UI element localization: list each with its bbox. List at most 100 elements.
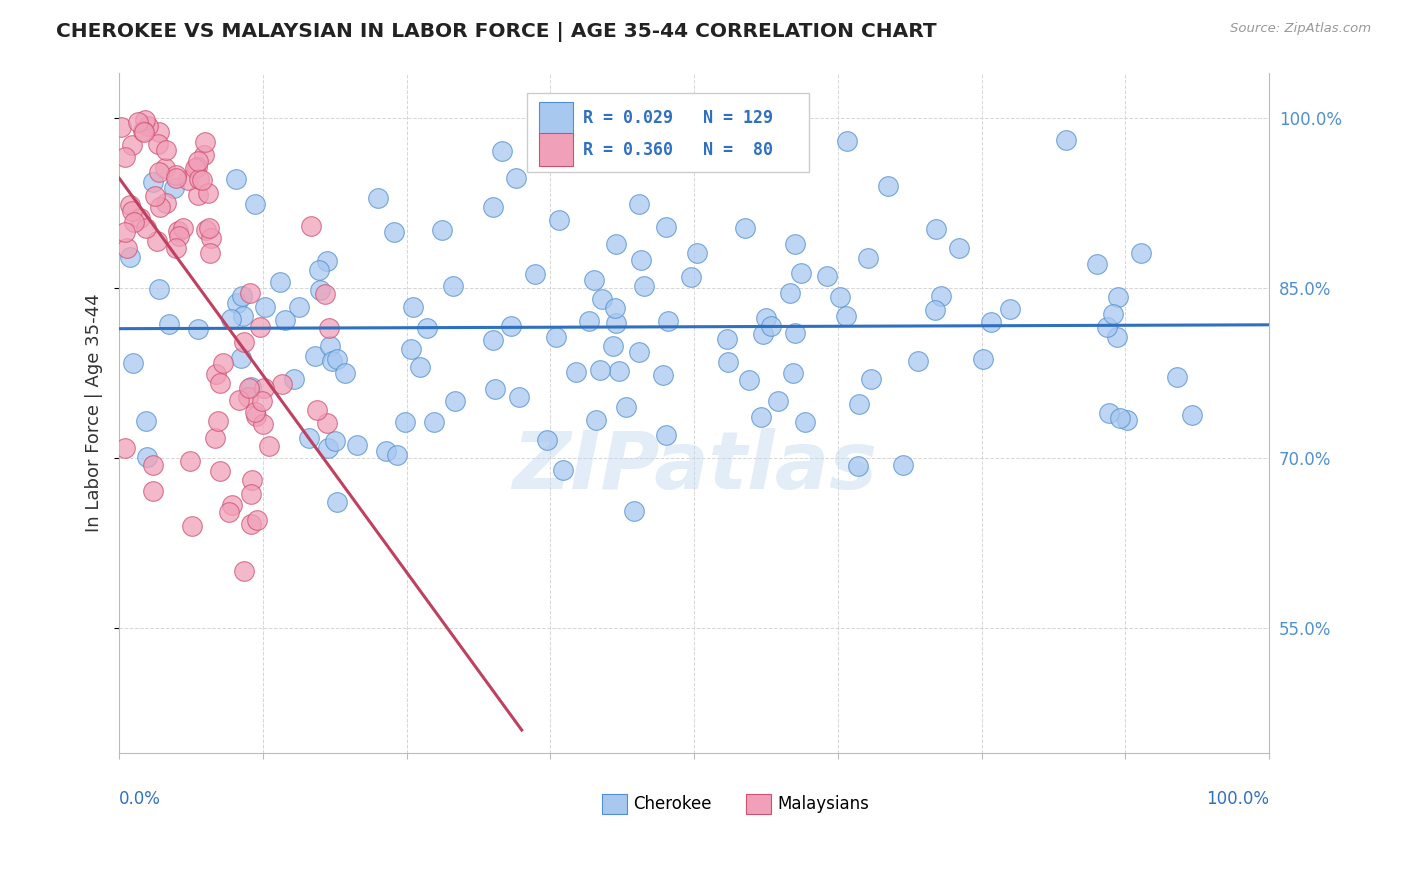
Point [155, 143, 177, 157]
Point [225, 172, 247, 186]
Point [628, 197, 651, 211]
Point [155, 161, 177, 176]
Point [114, 441, 136, 455]
Point [187, 154, 209, 169]
Point [686, 246, 709, 260]
Point [755, 311, 778, 326]
Point [605, 237, 627, 252]
Point [254, 301, 277, 315]
Point [484, 382, 506, 396]
Point [387, 448, 409, 462]
Point [555, 150, 578, 164]
Point [583, 273, 606, 287]
Point [269, 275, 291, 289]
Text: ZIPatlas: ZIPatlas [512, 428, 877, 507]
Point [1097, 320, 1119, 334]
Point [859, 372, 882, 386]
Point [249, 319, 271, 334]
Point [246, 513, 269, 527]
Point [118, 250, 141, 264]
Point [135, 414, 157, 428]
Point [148, 283, 170, 297]
Point [148, 125, 170, 139]
Point [226, 295, 249, 310]
Text: R = 0.360   N =  80: R = 0.360 N = 80 [582, 141, 773, 159]
Point [148, 165, 170, 179]
Point [524, 268, 547, 282]
Point [768, 394, 790, 409]
Point [229, 351, 252, 366]
Bar [538, 133, 574, 166]
Point [738, 373, 761, 387]
Point [136, 450, 159, 464]
Point [402, 301, 425, 315]
Point [1105, 330, 1128, 344]
Bar [747, 794, 772, 814]
Point [243, 405, 266, 419]
Point [716, 332, 738, 346]
Point [734, 220, 756, 235]
Point [242, 474, 264, 488]
Point [127, 115, 149, 129]
Point [197, 186, 219, 200]
Point [893, 458, 915, 472]
Point [1181, 408, 1204, 422]
Point [578, 314, 600, 328]
Point [288, 300, 311, 314]
Point [228, 392, 250, 407]
Point [209, 376, 232, 391]
Point [749, 409, 772, 424]
Point [794, 416, 817, 430]
Point [444, 393, 467, 408]
Point [565, 366, 588, 380]
Point [299, 219, 322, 234]
Point [122, 356, 145, 370]
Point [367, 191, 389, 205]
Point [1116, 413, 1139, 427]
Point [176, 173, 198, 187]
Point [482, 334, 505, 348]
Point [270, 376, 292, 391]
Point [181, 519, 204, 533]
Point [321, 354, 343, 368]
Point [191, 173, 214, 187]
Point [219, 311, 242, 326]
Point [187, 188, 209, 202]
Point [603, 301, 626, 315]
FancyBboxPatch shape [527, 94, 808, 171]
Point [184, 161, 207, 176]
Point [298, 431, 321, 445]
Point [165, 241, 187, 255]
Point [134, 113, 156, 128]
Point [316, 441, 339, 455]
Point [1085, 257, 1108, 271]
Point [623, 504, 645, 518]
Point [972, 351, 994, 366]
Point [165, 169, 187, 183]
Point [609, 363, 631, 377]
Point [142, 458, 165, 473]
Point [326, 494, 349, 508]
Point [761, 319, 783, 334]
Y-axis label: In Labor Force | Age 35-44: In Labor Force | Age 35-44 [86, 293, 103, 533]
Point [633, 279, 655, 293]
Point [132, 123, 155, 137]
Point [231, 288, 253, 302]
Text: R = 0.029   N = 129: R = 0.029 N = 129 [582, 110, 773, 128]
Point [605, 316, 627, 330]
Point [128, 211, 150, 225]
Point [186, 322, 208, 336]
Text: CHEROKEE VS MALAYSIAN IN LABOR FORCE | AGE 35-44 CORRELATION CHART: CHEROKEE VS MALAYSIAN IN LABOR FORCE | A… [56, 22, 936, 42]
Point [319, 339, 342, 353]
Point [924, 302, 946, 317]
Point [783, 237, 806, 252]
Point [1054, 133, 1077, 147]
Point [752, 327, 775, 342]
Point [239, 285, 262, 300]
Point [163, 180, 186, 194]
Point [546, 330, 568, 344]
Text: 0.0%: 0.0% [120, 790, 162, 808]
Point [142, 175, 165, 189]
Point [155, 196, 177, 211]
Point [200, 230, 222, 244]
